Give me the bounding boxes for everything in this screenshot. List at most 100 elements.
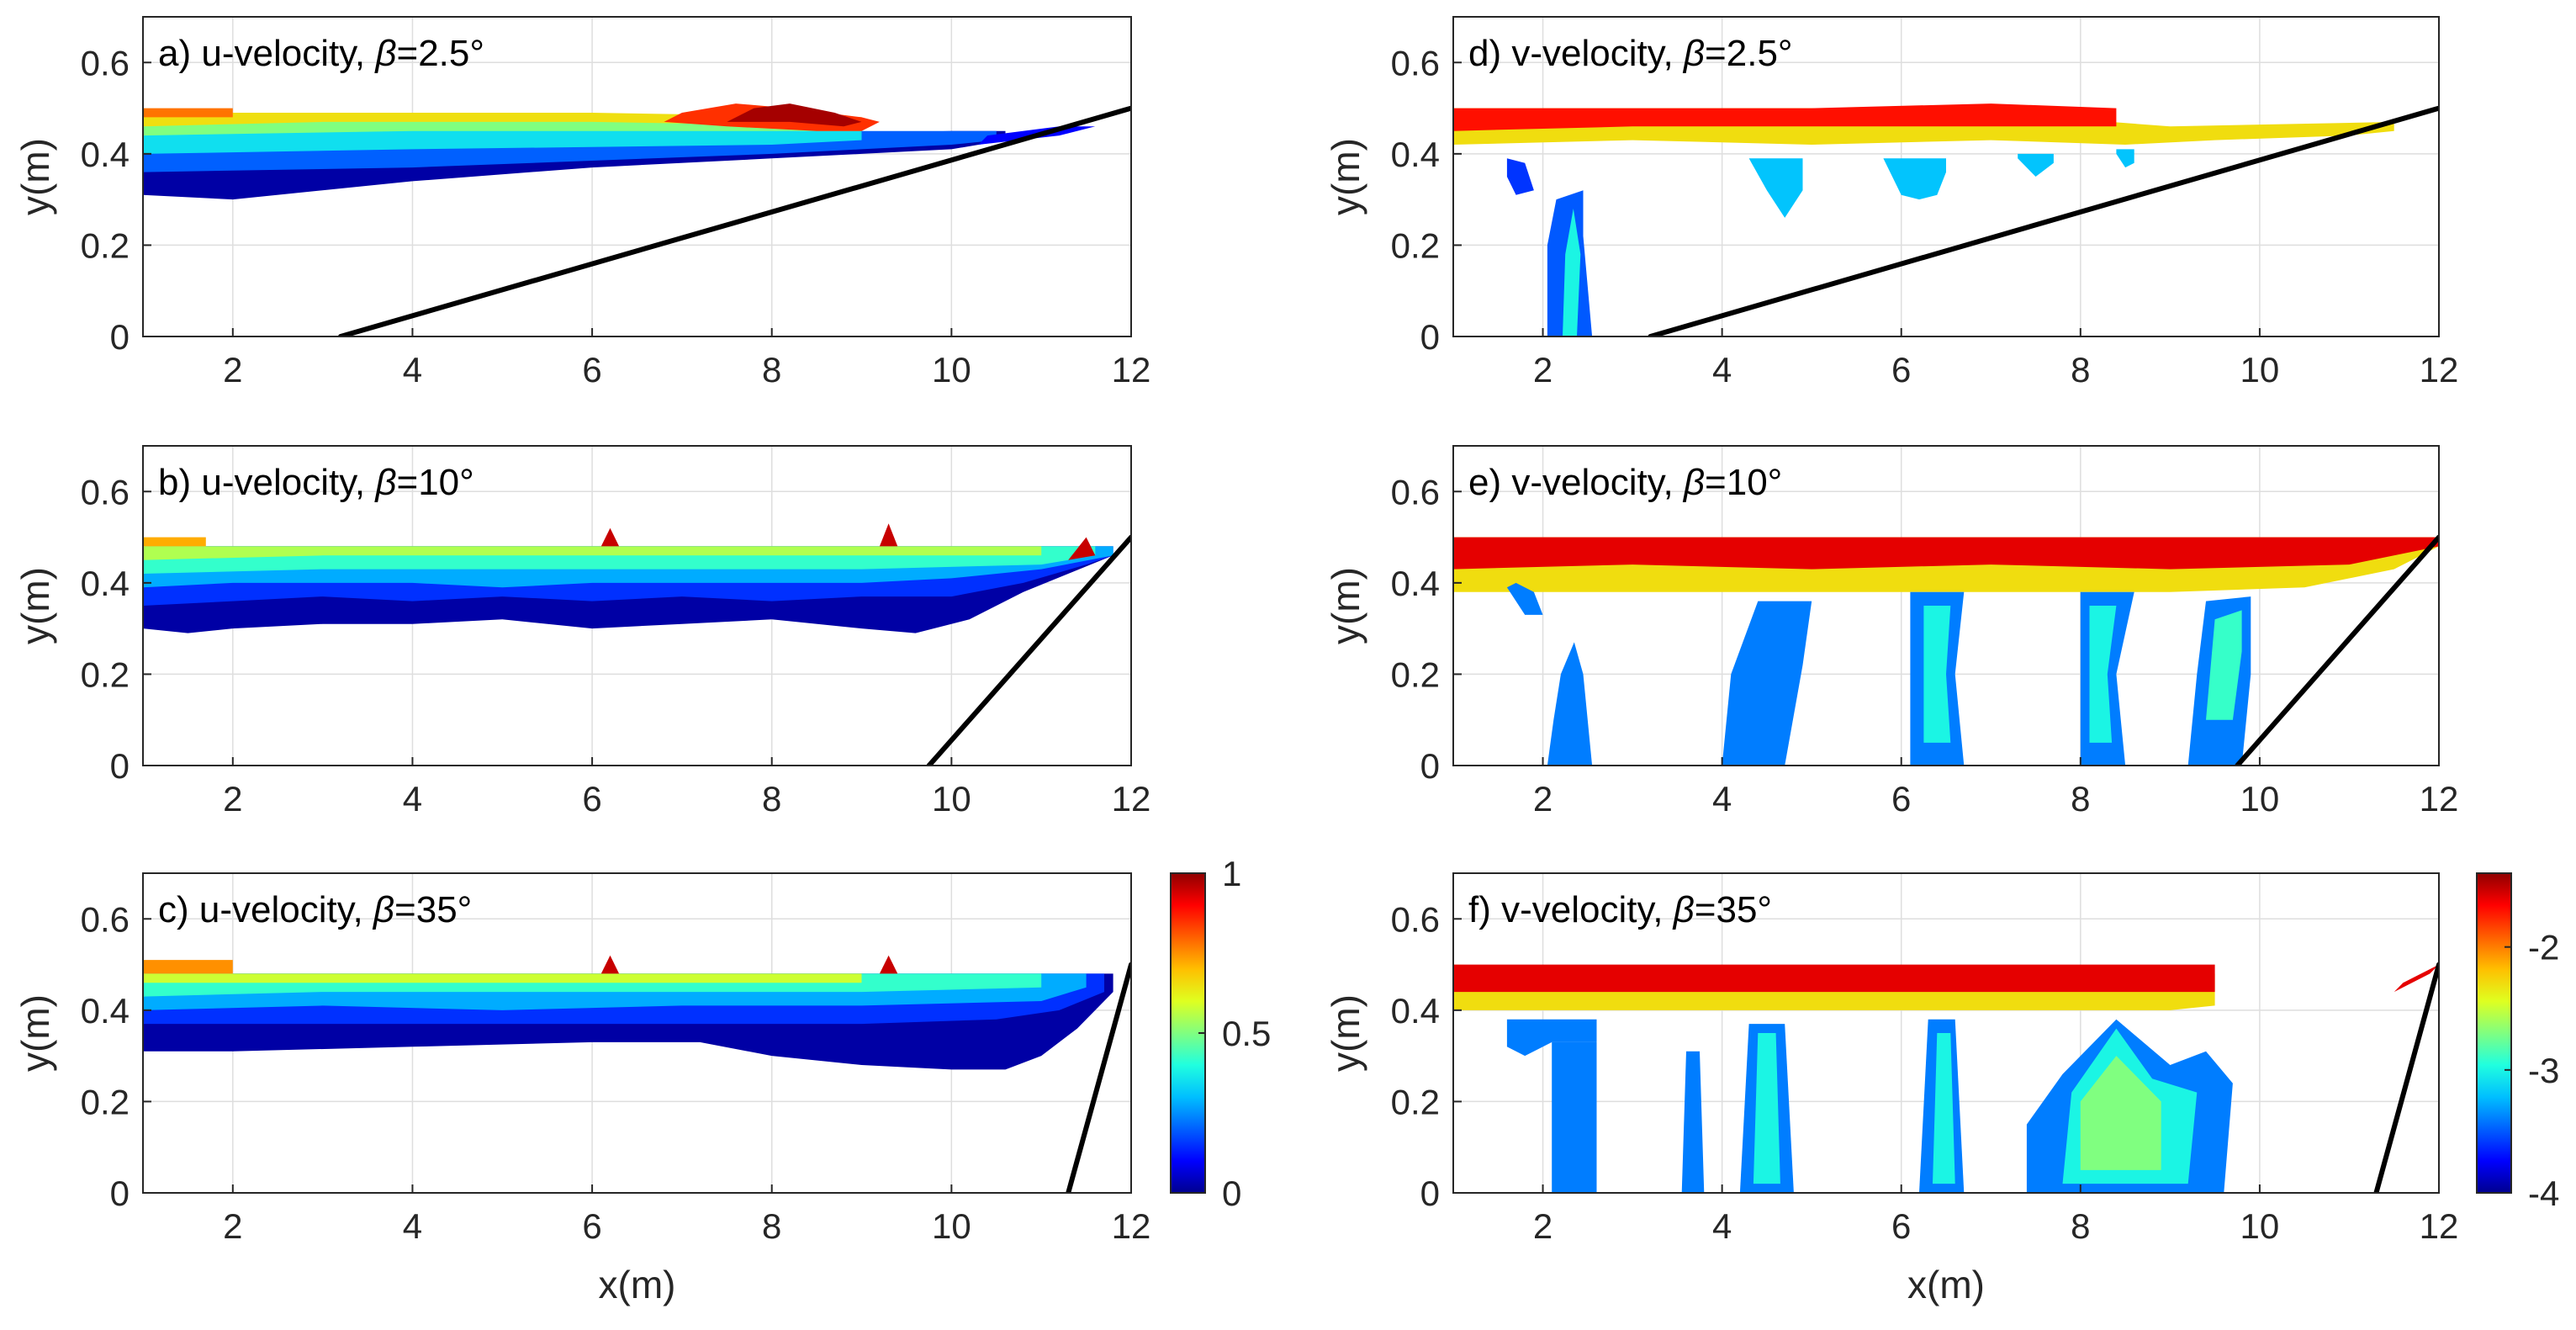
panel-e-xtick-label: 8 — [2071, 779, 2090, 819]
panel-b-xtick-label: 12 — [1112, 779, 1151, 819]
panel-b-contours — [143, 523, 1113, 633]
panel-b-ylabel: y(m) — [13, 567, 57, 644]
panel-f-xtick-label: 10 — [2240, 1206, 2280, 1246]
panel-f-colorbar-tick-label: -2 — [2528, 928, 2559, 967]
panel-f-contour-band — [1506, 1019, 1597, 1057]
panel-d-title: d) v-velocity, β=2.5° — [1468, 33, 1793, 74]
panel-b-contour-band — [143, 537, 206, 547]
panel-d-axes-frame — [1452, 16, 2440, 337]
panel-f-contour-band — [1552, 1041, 1597, 1193]
panel-c-xtick-label: 4 — [403, 1206, 422, 1246]
panel-e-ytick-label: 0.6 — [1391, 472, 1440, 511]
panel-d-contour-band — [1453, 103, 2117, 131]
panel-e-contours — [1453, 537, 2439, 766]
panel-a-contour-band — [727, 103, 862, 127]
panel-a-slope-line — [338, 105, 1131, 336]
panel-f-ytick-label: 0.6 — [1391, 899, 1440, 939]
panel-c-colorbar-tick-label: 0 — [1222, 1174, 1241, 1213]
panel-e-contour-band — [1506, 582, 1543, 615]
panel-e-contour-band — [2089, 606, 2117, 743]
panel-b-ytick-label: 0.4 — [81, 564, 130, 603]
panel-b: 2 4 6 8 10 12 0 0.2 0.4 0.6 y(m) b) u-velocity, β=1… — [13, 445, 1151, 819]
panel-f-colorbar-tick-label: -3 — [2528, 1051, 2559, 1090]
panel-e-contour-band — [1547, 642, 1593, 766]
panel-f-xtick-label: 4 — [1712, 1206, 1732, 1246]
panel-f-xlabel: x(m) — [1907, 1263, 1985, 1306]
panel-e-contour-band — [1722, 601, 1812, 766]
panel-c-slope-line — [1066, 962, 1131, 1193]
panel-d-xtick-label: 12 — [2420, 350, 2459, 389]
panel-e-xtick-label: 10 — [2240, 779, 2280, 819]
panel-f: 2 4 6 8 10 12 0 0.2 0.4 0.6 y(m) x(m) f) v-velocity,… — [1324, 872, 2559, 1306]
panel-e-contour-band — [1923, 606, 1951, 743]
panel-e-contour-band — [1453, 537, 2439, 570]
panel-d-slope-line — [1648, 105, 2439, 336]
panel-e-ytick-label: 0.4 — [1391, 564, 1440, 603]
panel-a-ytick-label: 0.4 — [81, 135, 130, 174]
panel-d-ylabel: y(m) — [1324, 138, 1367, 215]
panel-a-title: a) u-velocity, β=2.5° — [158, 33, 484, 74]
panel-e-contour-band — [2206, 610, 2242, 720]
panel-f-ytick-label: 0 — [1420, 1174, 1440, 1213]
panel-c-ytick-label: 0.2 — [81, 1082, 130, 1121]
panel-f-axes-frame — [1452, 872, 2440, 1194]
panel-b-ytick-label: 0.2 — [81, 654, 130, 694]
panel-a: 2 4 6 8 10 12 0 0.2 0.4 0.6 y(m) a) u-velocity, β=2… — [13, 16, 1150, 389]
panel-d-contour-band — [2018, 153, 2054, 177]
panel-f-xtick-label: 8 — [2071, 1206, 2090, 1246]
panel-f-contours — [1453, 964, 2439, 1193]
panel-b-xtick-label: 2 — [223, 779, 242, 819]
panel-d-contours — [1453, 103, 2394, 336]
panel-c-xlabel: x(m) — [599, 1263, 676, 1306]
panel-f-ytick-label: 0.2 — [1391, 1082, 1440, 1121]
panel-d-xtick-label: 4 — [1712, 350, 1732, 389]
panel-b-ytick-label: 0.6 — [81, 472, 130, 511]
panel-a-ytick-label: 0.6 — [81, 43, 130, 82]
panel-c-xtick-label: 12 — [1112, 1206, 1151, 1246]
panel-f-contour-band — [1753, 1033, 1780, 1184]
panel-b-xtick-label: 4 — [403, 779, 422, 819]
panel-a-xtick-label: 6 — [582, 350, 601, 389]
panel-a-xtick-label: 8 — [762, 350, 781, 389]
panel-c-colorbar-tick-label: 1 — [1222, 854, 1241, 893]
panel-c-contour-band — [600, 955, 620, 974]
panel-a-contours — [143, 103, 1096, 200]
panel-b-contour-band — [879, 523, 898, 547]
panel-d-plot-area — [1453, 17, 2439, 336]
panel-c-contour-band — [143, 960, 233, 974]
panel-c-xtick-label: 6 — [582, 1206, 601, 1246]
panel-d: 2 4 6 8 10 12 0 0.2 0.4 0.6 y(m) d) v-velocity, β=2… — [1324, 16, 2459, 389]
panel-e-xtick-label: 2 — [1533, 779, 1552, 819]
panel-b-xtick-label: 8 — [762, 779, 781, 819]
panel-d-xtick-label: 2 — [1533, 350, 1552, 389]
panel-f-xtick-label: 6 — [1891, 1206, 1911, 1246]
panel-a-axes-frame — [142, 16, 1132, 337]
panel-e-ytick-label: 0.2 — [1391, 654, 1440, 694]
panel-c-xtick-label: 10 — [932, 1206, 971, 1246]
panel-c-axes-frame — [142, 872, 1132, 1194]
panel-f-contour-band — [1453, 964, 2215, 993]
panel-a-ytick-label: 0 — [110, 317, 130, 357]
panel-f-colorbar — [2476, 872, 2512, 1194]
panel-f-title: f) v-velocity, β=35° — [1468, 889, 1772, 930]
panel-d-contour-band — [1748, 158, 1803, 218]
panel-d-ytick-label: 0 — [1420, 317, 1440, 357]
panel-d-xtick-label: 6 — [1891, 350, 1911, 389]
panel-b-contour-band — [143, 546, 1042, 560]
panel-f-ylabel: y(m) — [1324, 994, 1367, 1072]
panel-c-ytick-label: 0 — [110, 1174, 130, 1213]
panel-e: 2 4 6 8 10 12 0 0.2 0.4 0.6 y(m) e) v-velocity, β=1… — [1324, 445, 2458, 819]
panel-f-ytick-label: 0.4 — [1391, 991, 1440, 1031]
panel-e-ylabel: y(m) — [1324, 567, 1367, 644]
panel-d-ytick-label: 0.2 — [1391, 225, 1440, 265]
panel-e-axes-frame — [1452, 445, 2440, 766]
panel-d-ytick-label: 0.6 — [1391, 43, 1440, 82]
panel-f-contour-band — [2394, 964, 2439, 993]
panel-f-contour-band — [1681, 1051, 1705, 1193]
panel-c-contour-band — [879, 955, 898, 974]
panel-e-ytick-label: 0 — [1420, 746, 1440, 786]
panel-f-contour-band — [1933, 1033, 1955, 1184]
panel-c-contour-band — [143, 973, 862, 983]
panel-a-contour-band — [143, 108, 233, 118]
